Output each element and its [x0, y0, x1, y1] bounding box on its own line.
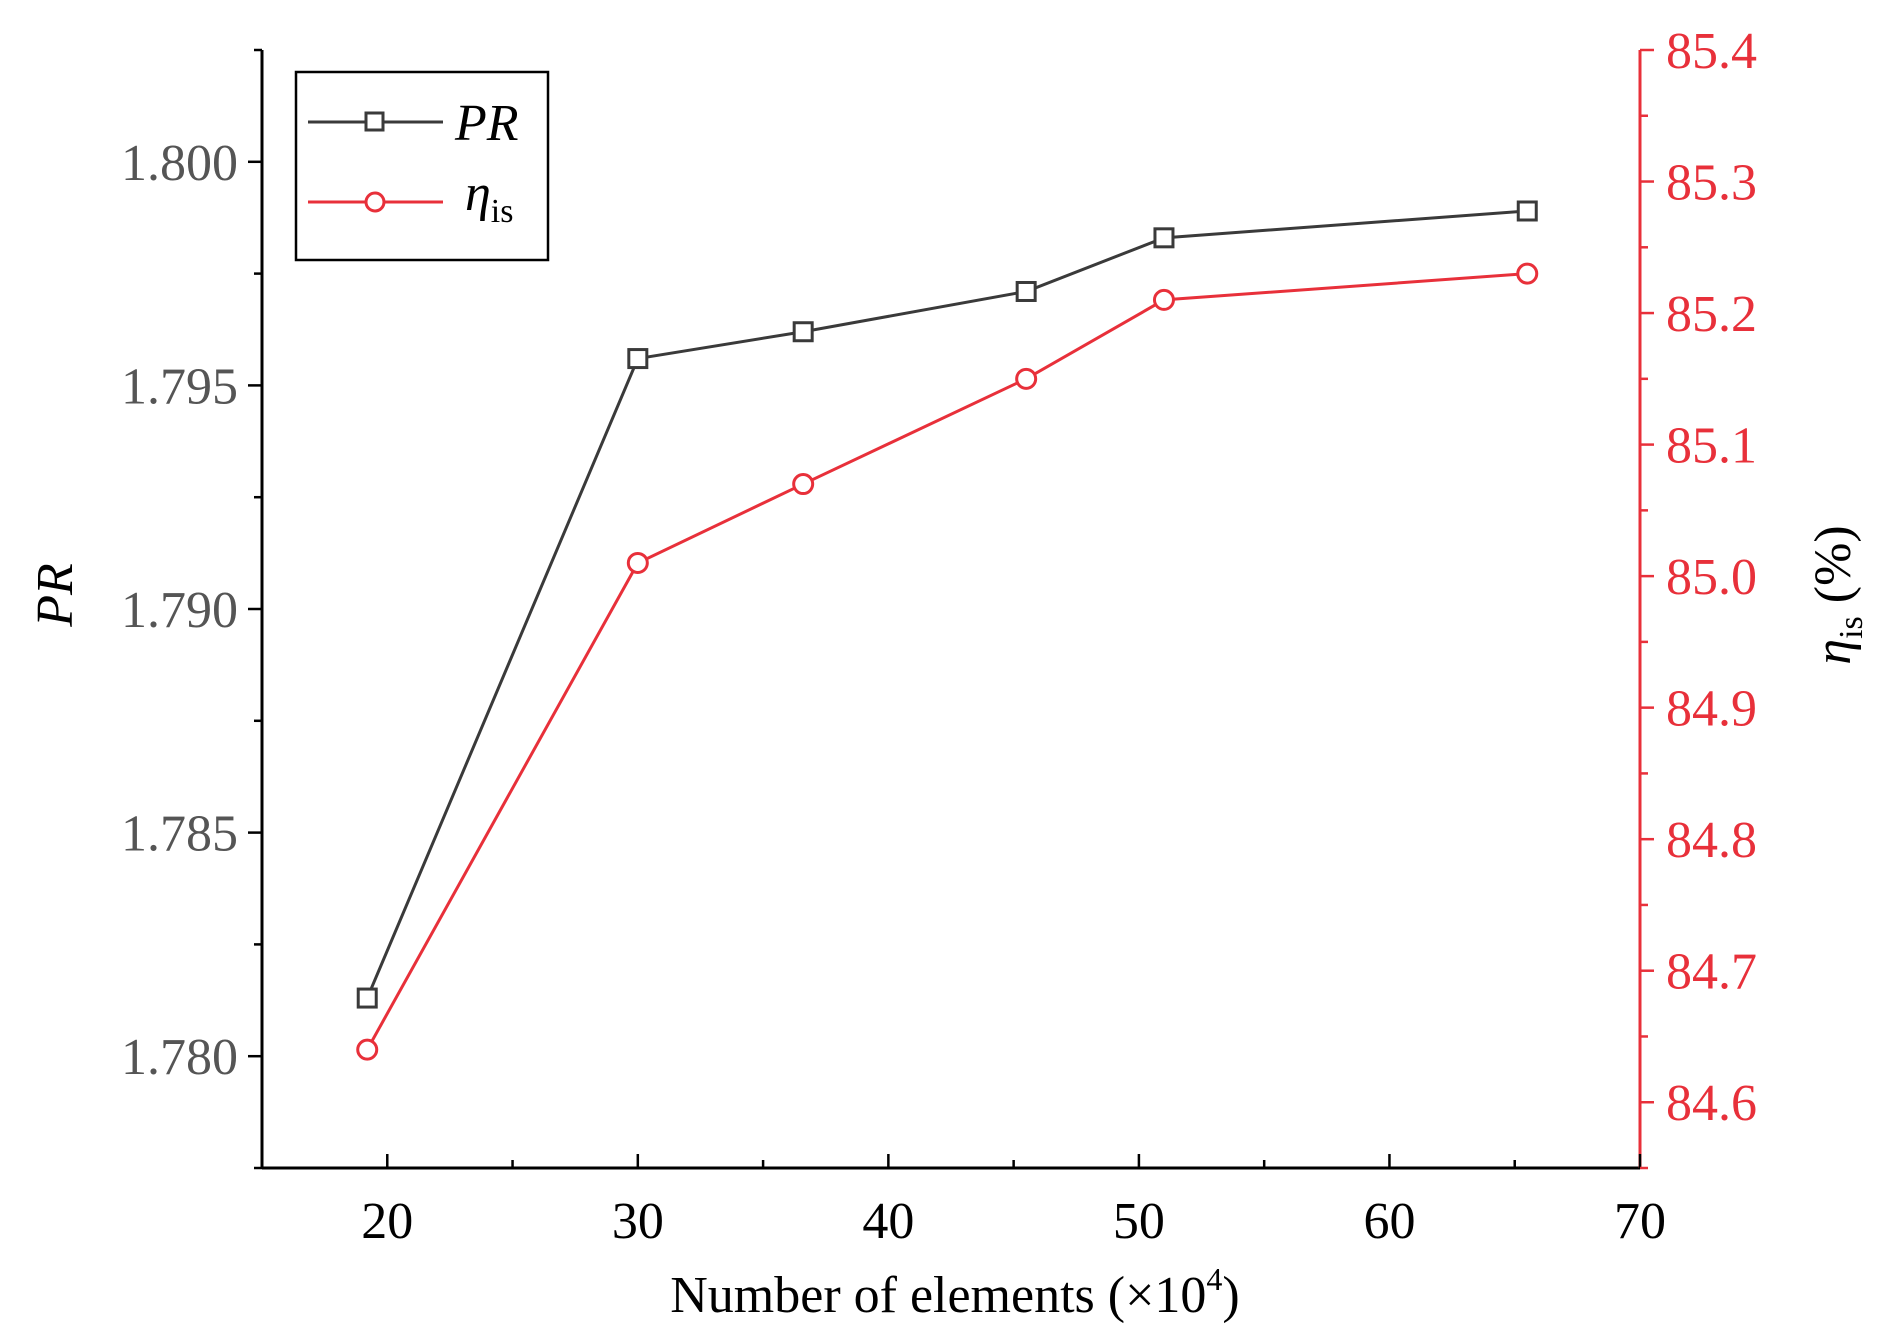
data-point-eta	[792, 473, 815, 496]
legend-label-pr: PR	[454, 95, 519, 152]
y2-tick-label: 84.8	[1666, 812, 1757, 869]
data-point-pr	[792, 321, 814, 343]
y2-tick-label: 84.6	[1666, 1075, 1757, 1132]
x-tick-label: 30	[612, 1193, 664, 1250]
x-tick-label: 40	[862, 1193, 914, 1250]
y-tick-label: 1.785	[121, 806, 238, 863]
data-point-eta	[626, 551, 649, 574]
x-tick-label: 70	[1614, 1193, 1666, 1250]
legend: PR ηis	[294, 70, 550, 262]
data-point-eta	[1015, 367, 1038, 390]
y2-tick-label: 85.1	[1666, 418, 1757, 475]
data-point-pr	[356, 987, 378, 1009]
series-layer	[356, 200, 1539, 1061]
y-axis-title: PR	[27, 563, 84, 628]
y-tick-label: 1.790	[121, 582, 238, 639]
x-tick-label: 50	[1113, 1193, 1165, 1250]
y-axis-left: 1.780 1.785 1.790 1.795 1.800	[121, 48, 262, 1170]
data-point-eta	[1516, 262, 1539, 285]
y2-tick-label: 85.0	[1666, 549, 1757, 606]
y2-axis-title: ηis (%)	[1805, 525, 1870, 664]
y2-tick-label: 84.7	[1666, 944, 1757, 1001]
y-tick-label: 1.795	[121, 358, 238, 415]
y-axis-right: 84.6 84.7 84.8 84.9 85.0 85.1 85.2 85.3 85.4	[1640, 23, 1757, 1170]
legend-label-eta: ηis	[465, 165, 513, 230]
y-tick-label: 1.800	[121, 135, 238, 192]
data-point-pr	[1516, 200, 1538, 222]
data-point-pr	[1153, 227, 1175, 249]
legend-marker-pr	[364, 111, 385, 132]
y2-tick-label: 85.4	[1666, 23, 1757, 80]
x-axis: 20 30 40 50 60 70	[260, 1154, 1666, 1250]
y2-tick-label: 85.2	[1666, 286, 1757, 343]
x-tick-label: 20	[361, 1193, 413, 1250]
data-point-pr	[627, 348, 649, 370]
data-point-eta	[1152, 288, 1175, 311]
legend-box	[294, 70, 550, 262]
y-tick-label: 1.780	[121, 1029, 238, 1086]
x-tick-label: 60	[1363, 1193, 1415, 1250]
data-point-pr	[1015, 280, 1037, 302]
data-point-eta	[356, 1038, 379, 1061]
y2-tick-label: 84.9	[1666, 681, 1757, 738]
series-line-eta-is	[365, 272, 1528, 1051]
x-axis-title: Number of elements (×104)	[670, 1261, 1240, 1324]
series-line-pr	[365, 209, 1528, 999]
y2-tick-label: 85.3	[1666, 155, 1757, 212]
legend-marker-eta	[364, 191, 386, 213]
